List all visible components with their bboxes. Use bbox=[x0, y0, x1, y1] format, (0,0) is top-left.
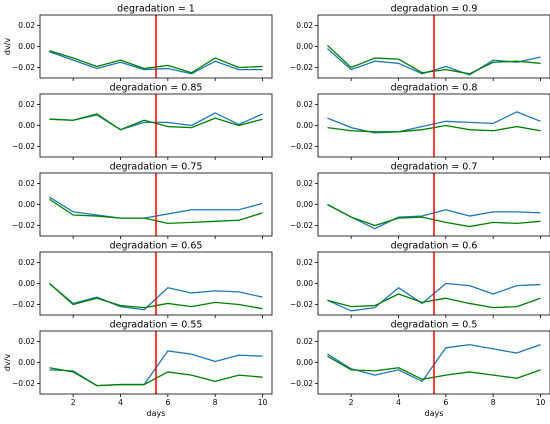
y-tick-label: −0.02 bbox=[290, 221, 313, 230]
y-tick-label: 0.00 bbox=[296, 279, 313, 288]
y-tick-label: −0.02 bbox=[12, 221, 35, 230]
panel-9: degradation = 0.5 −0.02 0.00 0.02 2 4 6 8 10 days bbox=[290, 320, 550, 418]
panel-title: degradation = 0.6 bbox=[391, 241, 478, 252]
panel-1: degradation = 0.9 −0.02 0.00 0.02 bbox=[290, 4, 550, 81]
y-tick-label: 0.00 bbox=[296, 200, 313, 209]
y-tick-label: −0.02 bbox=[12, 379, 35, 388]
y-tick-label: 0.00 bbox=[18, 279, 35, 288]
panel-6: degradation = 0.65 −0.02 0.00 0.02 bbox=[12, 241, 273, 318]
y-tick-label: 0.00 bbox=[18, 358, 35, 367]
panel-title: degradation = 0.5 bbox=[391, 320, 478, 331]
y-tick-label: 0.00 bbox=[18, 42, 35, 51]
x-tick-label: 10 bbox=[536, 398, 546, 407]
panel-title: degradation = 0.55 bbox=[110, 320, 203, 331]
x-tick-label: 10 bbox=[258, 398, 268, 407]
y-tick-label: 0.00 bbox=[18, 200, 35, 209]
x-axis-label: days bbox=[425, 409, 444, 418]
panel-4: degradation = 0.75 −0.02 0.00 0.02 bbox=[12, 162, 273, 239]
y-tick-label: −0.02 bbox=[12, 142, 35, 151]
panel-title: degradation = 1 bbox=[117, 4, 195, 15]
panel-2: degradation = 0.85 −0.02 0.00 0.02 bbox=[12, 83, 273, 160]
panel-3: degradation = 0.8 −0.02 0.00 0.02 bbox=[290, 83, 550, 160]
y-tick-label: −0.02 bbox=[290, 300, 313, 309]
y-tick-label: 0.02 bbox=[296, 100, 313, 109]
y-tick-label: 0.00 bbox=[296, 42, 313, 51]
y-tick-label: 0.00 bbox=[296, 358, 313, 367]
x-tick-label: 2 bbox=[71, 398, 76, 407]
x-tick-label: 4 bbox=[118, 398, 123, 407]
panel-title: degradation = 0.85 bbox=[110, 83, 203, 94]
x-axis-label: days bbox=[147, 409, 166, 418]
panel-title: degradation = 0.9 bbox=[391, 4, 478, 15]
x-tick-label: 6 bbox=[443, 398, 448, 407]
y-tick-label: 0.02 bbox=[18, 258, 35, 267]
y-tick-label: 0.02 bbox=[296, 21, 313, 30]
panel-title: degradation = 0.65 bbox=[110, 241, 203, 252]
y-tick-label: 0.02 bbox=[18, 337, 35, 346]
y-tick-label: −0.02 bbox=[12, 300, 35, 309]
y-tick-label: −0.02 bbox=[290, 142, 313, 151]
y-tick-label: 0.00 bbox=[18, 121, 35, 130]
panel-5: degradation = 0.7 −0.02 0.00 0.02 bbox=[290, 162, 550, 239]
y-axis-label: dv/v bbox=[3, 38, 12, 56]
panel-7: degradation = 0.6 −0.02 0.00 0.02 bbox=[290, 241, 550, 318]
panel-title: degradation = 0.7 bbox=[391, 162, 478, 173]
y-tick-label: 0.02 bbox=[296, 258, 313, 267]
y-axis-label: dv/v bbox=[3, 354, 12, 372]
y-tick-label: 0.02 bbox=[18, 100, 35, 109]
y-tick-label: −0.02 bbox=[290, 379, 313, 388]
y-tick-label: −0.02 bbox=[290, 63, 313, 72]
y-tick-label: 0.02 bbox=[18, 21, 35, 30]
x-tick-label: 6 bbox=[165, 398, 170, 407]
x-tick-label: 8 bbox=[491, 398, 496, 407]
x-tick-label: 2 bbox=[349, 398, 354, 407]
y-tick-label: 0.02 bbox=[296, 337, 313, 346]
y-tick-label: 0.00 bbox=[296, 121, 313, 130]
panel-0: degradation = 1 −0.02 0.00 0.02 dv/v bbox=[3, 4, 273, 81]
x-tick-label: 4 bbox=[396, 398, 401, 407]
x-tick-label: 8 bbox=[213, 398, 218, 407]
panel-title: degradation = 0.75 bbox=[110, 162, 203, 173]
panel-8: degradation = 0.55 −0.02 0.00 0.02 2 4 6 8 10 day… bbox=[3, 320, 273, 418]
panel-title: degradation = 0.8 bbox=[391, 83, 478, 94]
y-tick-label: 0.02 bbox=[18, 179, 35, 188]
y-tick-label: 0.02 bbox=[296, 179, 313, 188]
y-tick-label: −0.02 bbox=[12, 63, 35, 72]
